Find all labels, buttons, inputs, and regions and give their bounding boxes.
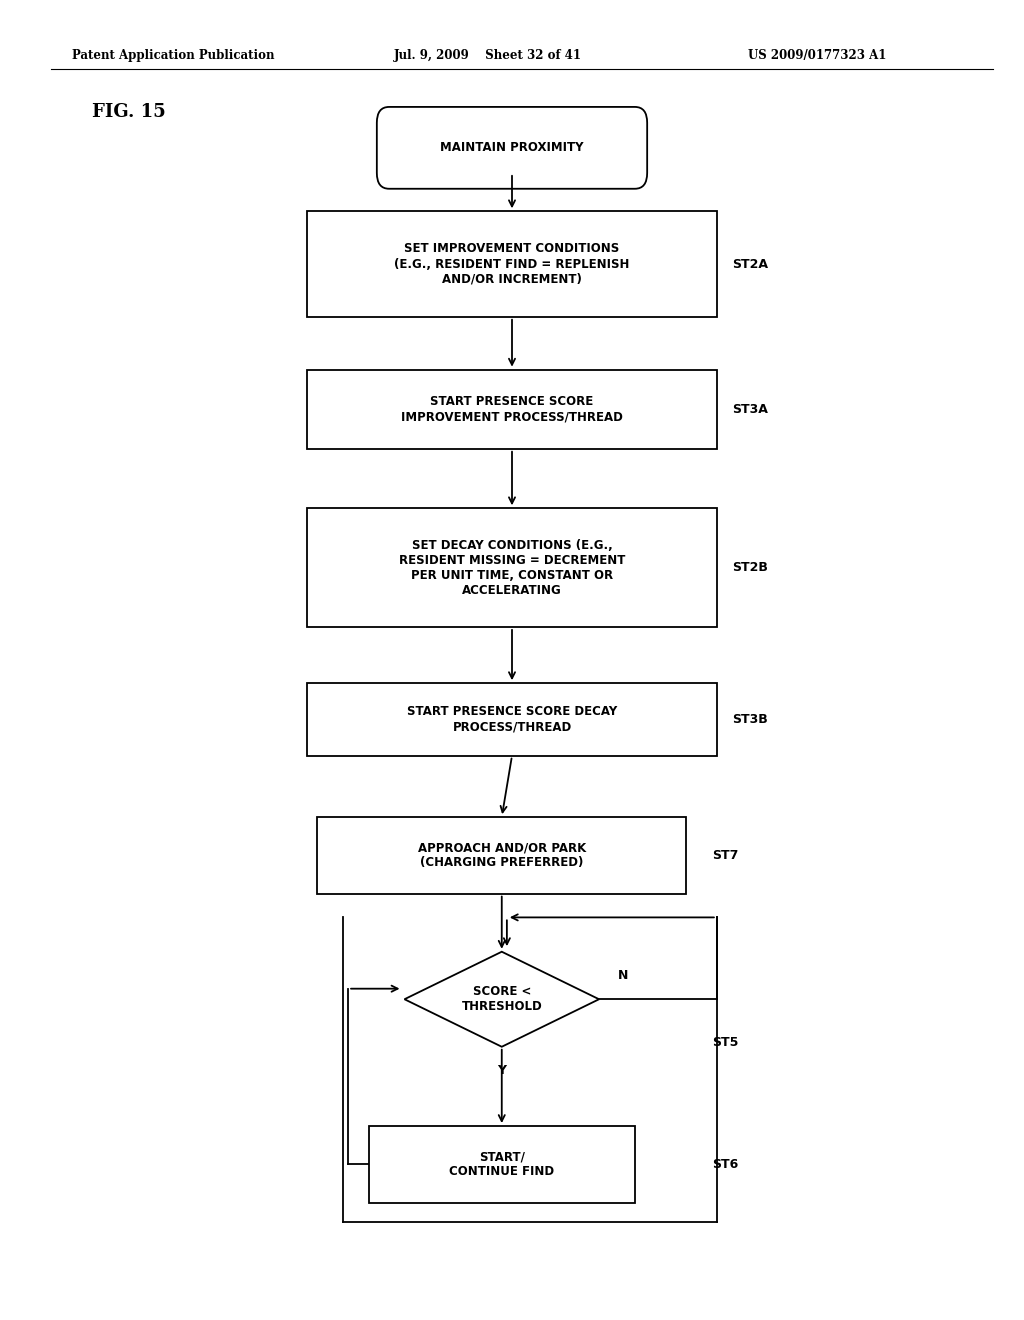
Polygon shape <box>404 952 599 1047</box>
Bar <box>307 211 717 317</box>
Text: Y: Y <box>498 1064 506 1077</box>
FancyBboxPatch shape <box>377 107 647 189</box>
Bar <box>307 370 717 449</box>
Text: FIG. 15: FIG. 15 <box>92 103 166 121</box>
Text: START PRESENCE SCORE DECAY
PROCESS/THREAD: START PRESENCE SCORE DECAY PROCESS/THREA… <box>407 705 617 734</box>
Bar <box>307 508 717 627</box>
Text: SET IMPROVEMENT CONDITIONS
(E.G., RESIDENT FIND = REPLENISH
AND/OR INCREMENT): SET IMPROVEMENT CONDITIONS (E.G., RESIDE… <box>394 243 630 285</box>
Text: ST3B: ST3B <box>732 713 768 726</box>
Text: ST7: ST7 <box>712 849 738 862</box>
Text: SCORE <
THRESHOLD: SCORE < THRESHOLD <box>462 985 542 1014</box>
Text: US 2009/0177323 A1: US 2009/0177323 A1 <box>748 49 886 62</box>
Text: APPROACH AND/OR PARK
(CHARGING PREFERRED): APPROACH AND/OR PARK (CHARGING PREFERRED… <box>418 841 586 870</box>
Text: ST6: ST6 <box>712 1158 738 1171</box>
Bar <box>369 1126 635 1203</box>
Text: START/
CONTINUE FIND: START/ CONTINUE FIND <box>450 1150 554 1179</box>
Text: Patent Application Publication: Patent Application Publication <box>72 49 274 62</box>
Text: ST3A: ST3A <box>732 403 768 416</box>
Text: ST2A: ST2A <box>732 257 768 271</box>
Text: ST5: ST5 <box>712 1036 738 1049</box>
Text: SET DECAY CONDITIONS (E.G.,
RESIDENT MISSING = DECREMENT
PER UNIT TIME, CONSTANT: SET DECAY CONDITIONS (E.G., RESIDENT MIS… <box>398 539 626 597</box>
Bar <box>317 817 686 894</box>
Bar <box>307 684 717 755</box>
Text: ST2B: ST2B <box>732 561 768 574</box>
Text: N: N <box>617 969 628 982</box>
Text: MAINTAIN PROXIMITY: MAINTAIN PROXIMITY <box>440 141 584 154</box>
Text: START PRESENCE SCORE
IMPROVEMENT PROCESS/THREAD: START PRESENCE SCORE IMPROVEMENT PROCESS… <box>401 395 623 424</box>
Text: Jul. 9, 2009    Sheet 32 of 41: Jul. 9, 2009 Sheet 32 of 41 <box>394 49 583 62</box>
